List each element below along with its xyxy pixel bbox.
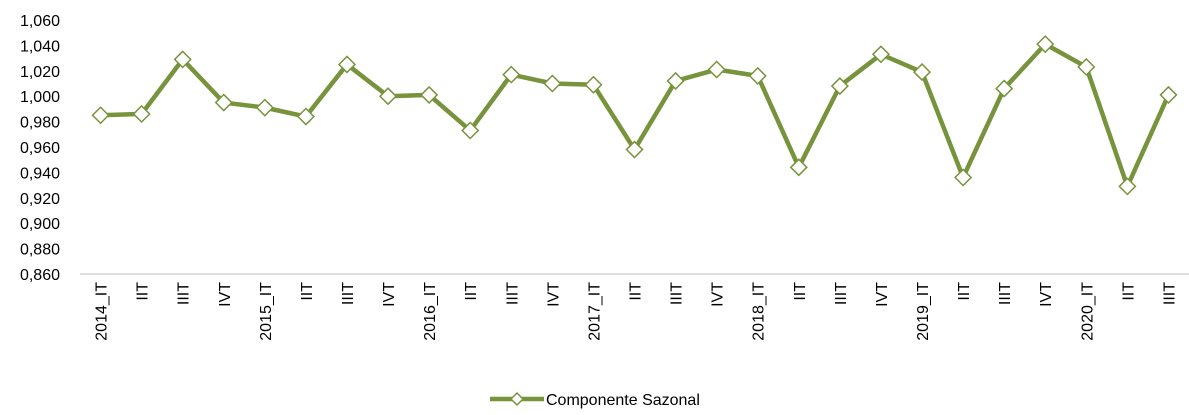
point-marker (543, 74, 562, 93)
x-tick-label: IIIT (833, 282, 850, 305)
point-marker (1159, 85, 1178, 104)
point-marker (214, 93, 233, 112)
y-tick-label: 1,020 (20, 64, 60, 81)
y-tick-label: 1,000 (20, 89, 60, 106)
point-marker (173, 50, 192, 69)
y-tick-label: 0,940 (20, 165, 60, 182)
point-marker (584, 75, 603, 94)
x-tick-label: 2018_IT (751, 282, 768, 341)
point-marker (1118, 177, 1137, 196)
x-tick-label: IVT (545, 282, 562, 307)
x-tick-label: IIT (792, 282, 809, 301)
point-marker (91, 106, 110, 125)
x-tick-label: IIIT (504, 282, 521, 305)
legend-label: Componente Sazonal (546, 392, 700, 409)
point-marker (132, 104, 151, 124)
x-tick-label: IVT (217, 282, 234, 307)
point-marker (461, 121, 480, 140)
series-line (100, 41, 1171, 189)
point-marker (789, 158, 808, 177)
x-tick-label: IIIT (1161, 282, 1178, 305)
point-marker (1036, 35, 1055, 54)
x-tick-label: IIT (299, 282, 316, 301)
legend-marker (509, 391, 525, 407)
x-tick-label: IIT (135, 282, 152, 301)
x-tick-label: IVT (874, 282, 891, 307)
x-tick-label: IIIT (669, 282, 686, 305)
x-tick-label: 2015_IT (258, 282, 275, 341)
point-marker (420, 85, 439, 104)
point-marker (830, 76, 849, 96)
point-marker (912, 63, 932, 82)
x-tick-label: IVT (1038, 282, 1055, 307)
point-marker (871, 45, 891, 64)
point-marker (666, 71, 685, 91)
x-tick-label: 2014_IT (94, 282, 111, 341)
point-marker (954, 168, 973, 187)
y-tick-label: 0,920 (20, 191, 60, 208)
x-tick-label: IIT (956, 282, 973, 301)
x-tick-label: 2016_IT (422, 282, 439, 341)
x-tick-label: IIIT (997, 282, 1014, 305)
x-tick-label: IIT (463, 282, 480, 301)
y-tick-label: 0,900 (20, 216, 60, 233)
y-tick-label: 1,040 (20, 38, 60, 55)
point-marker (378, 87, 398, 106)
x-tick-label: IVT (381, 282, 398, 307)
point-marker (748, 66, 767, 85)
point-marker (502, 65, 521, 84)
y-tick-label: 0,960 (20, 140, 60, 157)
x-tick-label: IIT (1120, 282, 1137, 301)
y-tick-label: 1,060 (20, 13, 60, 30)
point-marker (296, 107, 315, 126)
point-marker (337, 55, 357, 74)
point-marker (995, 79, 1014, 98)
point-marker (625, 140, 644, 159)
x-tick-label: IIT (628, 282, 645, 301)
x-tick-label: 2017_IT (586, 282, 603, 341)
y-tick-label: 0,860 (20, 267, 60, 284)
x-tick-label: IIIT (340, 282, 357, 305)
x-tick-label: 2020_IT (1079, 282, 1096, 341)
x-tick-label: 2019_IT (915, 282, 932, 341)
point-marker (1077, 57, 1096, 77)
x-tick-label: IIIT (176, 282, 193, 305)
y-tick-label: 0,880 (20, 242, 60, 259)
point-marker (255, 98, 274, 117)
x-tick-label: IVT (710, 282, 727, 307)
point-marker (707, 60, 726, 79)
y-tick-label: 0,980 (20, 115, 60, 132)
